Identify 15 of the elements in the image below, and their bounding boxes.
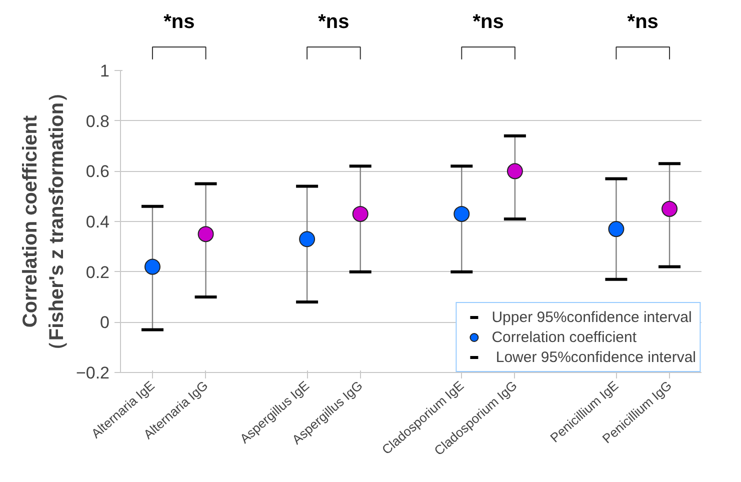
annotation: Lower 95%confidence interval	[494, 348, 696, 366]
y-tick-label: 0.8	[86, 112, 110, 131]
y-tick-label: 0	[100, 313, 110, 332]
annotation: Upper 95%confidence interval	[492, 308, 692, 326]
y-tick-label: −0.2	[76, 364, 110, 382]
legend-label: Correlation coefficient	[492, 328, 637, 346]
text: *ns	[318, 11, 350, 34]
y-tick-label: 1	[100, 62, 110, 80]
y-axis-title: Correlation coefficient （Fisher's z transformation）	[20, 82, 68, 361]
y-tick-label: 0.2	[86, 262, 110, 282]
y-tick-label: 0.4	[86, 212, 110, 232]
text: *ns	[627, 11, 658, 34]
text: *ns	[472, 11, 504, 34]
y-tick-label: 0.6	[86, 162, 110, 182]
text: *ns	[164, 11, 195, 34]
